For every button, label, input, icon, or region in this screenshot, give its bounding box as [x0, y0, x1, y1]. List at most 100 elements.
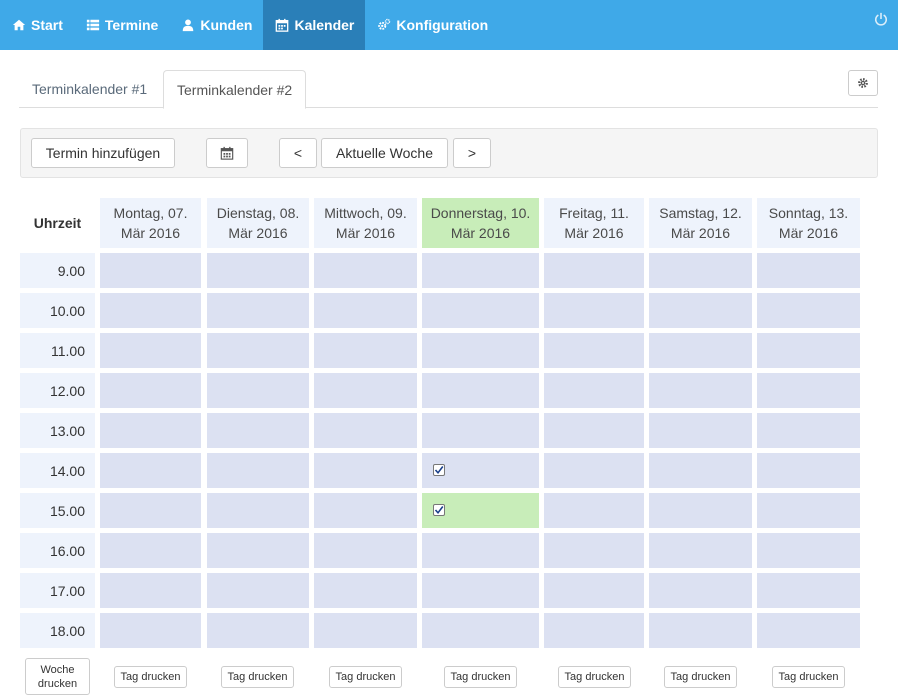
nav-konfiguration[interactable]: Konfiguration — [365, 0, 499, 50]
print-day-button[interactable]: Tag drucken — [221, 666, 294, 688]
time-slot[interactable] — [207, 373, 309, 408]
time-slot[interactable] — [649, 373, 752, 408]
print-day-button[interactable]: Tag drucken — [444, 666, 517, 688]
print-day-button[interactable]: Tag drucken — [329, 666, 402, 688]
time-slot[interactable] — [314, 333, 417, 368]
slot-checkbox[interactable] — [433, 504, 445, 516]
time-slot[interactable] — [649, 533, 752, 568]
current-week-button[interactable]: Aktuelle Woche — [321, 138, 448, 168]
time-slot[interactable] — [544, 373, 644, 408]
nav-start[interactable]: Start — [0, 0, 74, 50]
time-slot[interactable] — [207, 293, 309, 328]
time-slot[interactable] — [314, 373, 417, 408]
time-slot[interactable] — [207, 413, 309, 448]
time-slot[interactable] — [544, 493, 644, 528]
print-week-button[interactable]: Woche drucken — [25, 658, 90, 695]
time-slot[interactable] — [649, 613, 752, 648]
nav-kunden[interactable]: Kunden — [169, 0, 263, 50]
time-slot[interactable] — [100, 573, 201, 608]
time-slot[interactable] — [422, 253, 539, 288]
time-slot[interactable] — [100, 613, 201, 648]
time-slot[interactable] — [207, 493, 309, 528]
time-slot[interactable] — [649, 333, 752, 368]
time-slot[interactable] — [314, 573, 417, 608]
time-slot[interactable] — [314, 533, 417, 568]
time-slot[interactable] — [649, 493, 752, 528]
time-slot[interactable] — [544, 573, 644, 608]
time-slot[interactable] — [100, 293, 201, 328]
nav-start-label: Start — [31, 17, 63, 33]
next-week-button[interactable]: > — [453, 138, 491, 168]
print-day-button[interactable]: Tag drucken — [558, 666, 631, 688]
time-slot[interactable] — [422, 453, 539, 488]
time-slot[interactable] — [100, 493, 201, 528]
add-appointment-button[interactable]: Termin hinzufügen — [31, 138, 175, 168]
time-slot[interactable] — [422, 293, 539, 328]
time-slot[interactable] — [314, 413, 417, 448]
time-slot[interactable] — [544, 293, 644, 328]
time-slot[interactable] — [100, 333, 201, 368]
time-slot[interactable] — [422, 573, 539, 608]
day-header-weekday: Sonntag, 13. — [768, 205, 849, 221]
time-slot[interactable] — [422, 413, 539, 448]
time-slot[interactable] — [757, 373, 860, 408]
time-slot[interactable] — [207, 613, 309, 648]
time-slot[interactable] — [544, 613, 644, 648]
time-slot[interactable] — [757, 613, 860, 648]
time-slot[interactable] — [207, 533, 309, 568]
time-slot[interactable] — [422, 533, 539, 568]
print-day-button[interactable]: Tag drucken — [114, 666, 187, 688]
settings-button[interactable] — [848, 70, 878, 96]
day-header-weekday: Samstag, 12. — [659, 205, 742, 221]
time-slot[interactable] — [649, 413, 752, 448]
slot-checkbox[interactable] — [433, 464, 445, 476]
time-slot[interactable] — [544, 453, 644, 488]
time-slot[interactable] — [314, 293, 417, 328]
time-slot[interactable] — [649, 293, 752, 328]
tab-terminkalender-1[interactable]: Terminkalender #1 — [32, 81, 148, 97]
nav-termine[interactable]: Termine — [74, 0, 169, 50]
time-slot[interactable] — [314, 613, 417, 648]
tab-terminkalender-2[interactable]: Terminkalender #2 — [163, 70, 307, 109]
time-slot[interactable] — [544, 533, 644, 568]
day-header: Mittwoch, 09. Mär 2016 — [314, 198, 417, 248]
time-slot[interactable] — [649, 253, 752, 288]
time-slot[interactable] — [544, 253, 644, 288]
time-slot[interactable] — [100, 253, 201, 288]
time-slot[interactable] — [757, 533, 860, 568]
time-slot[interactable] — [757, 293, 860, 328]
time-slot[interactable] — [422, 493, 539, 528]
nav-kalender[interactable]: Kalender — [263, 0, 366, 50]
time-slot[interactable] — [422, 333, 539, 368]
time-slot[interactable] — [100, 413, 201, 448]
gears-icon — [378, 18, 391, 30]
time-slot[interactable] — [100, 533, 201, 568]
time-slot[interactable] — [100, 373, 201, 408]
time-slot[interactable] — [314, 453, 417, 488]
time-slot[interactable] — [314, 253, 417, 288]
time-slot[interactable] — [757, 573, 860, 608]
nav-konfiguration-label: Konfiguration — [396, 17, 489, 33]
time-slot[interactable] — [314, 493, 417, 528]
time-slot[interactable] — [207, 573, 309, 608]
date-picker-button[interactable] — [206, 138, 248, 168]
previous-week-button[interactable]: < — [279, 138, 317, 168]
time-slot[interactable] — [422, 373, 539, 408]
time-slot[interactable] — [207, 453, 309, 488]
time-slot[interactable] — [207, 333, 309, 368]
time-slot[interactable] — [757, 253, 860, 288]
time-slot[interactable] — [757, 333, 860, 368]
print-day-button[interactable]: Tag drucken — [664, 666, 737, 688]
time-slot[interactable] — [757, 493, 860, 528]
print-day-button[interactable]: Tag drucken — [772, 666, 845, 688]
time-slot[interactable] — [100, 453, 201, 488]
time-slot[interactable] — [757, 413, 860, 448]
time-slot[interactable] — [757, 453, 860, 488]
time-slot[interactable] — [649, 573, 752, 608]
power-icon[interactable] — [874, 12, 888, 26]
time-slot[interactable] — [544, 333, 644, 368]
time-slot[interactable] — [544, 413, 644, 448]
time-slot[interactable] — [649, 453, 752, 488]
time-slot[interactable] — [422, 613, 539, 648]
time-slot[interactable] — [207, 253, 309, 288]
